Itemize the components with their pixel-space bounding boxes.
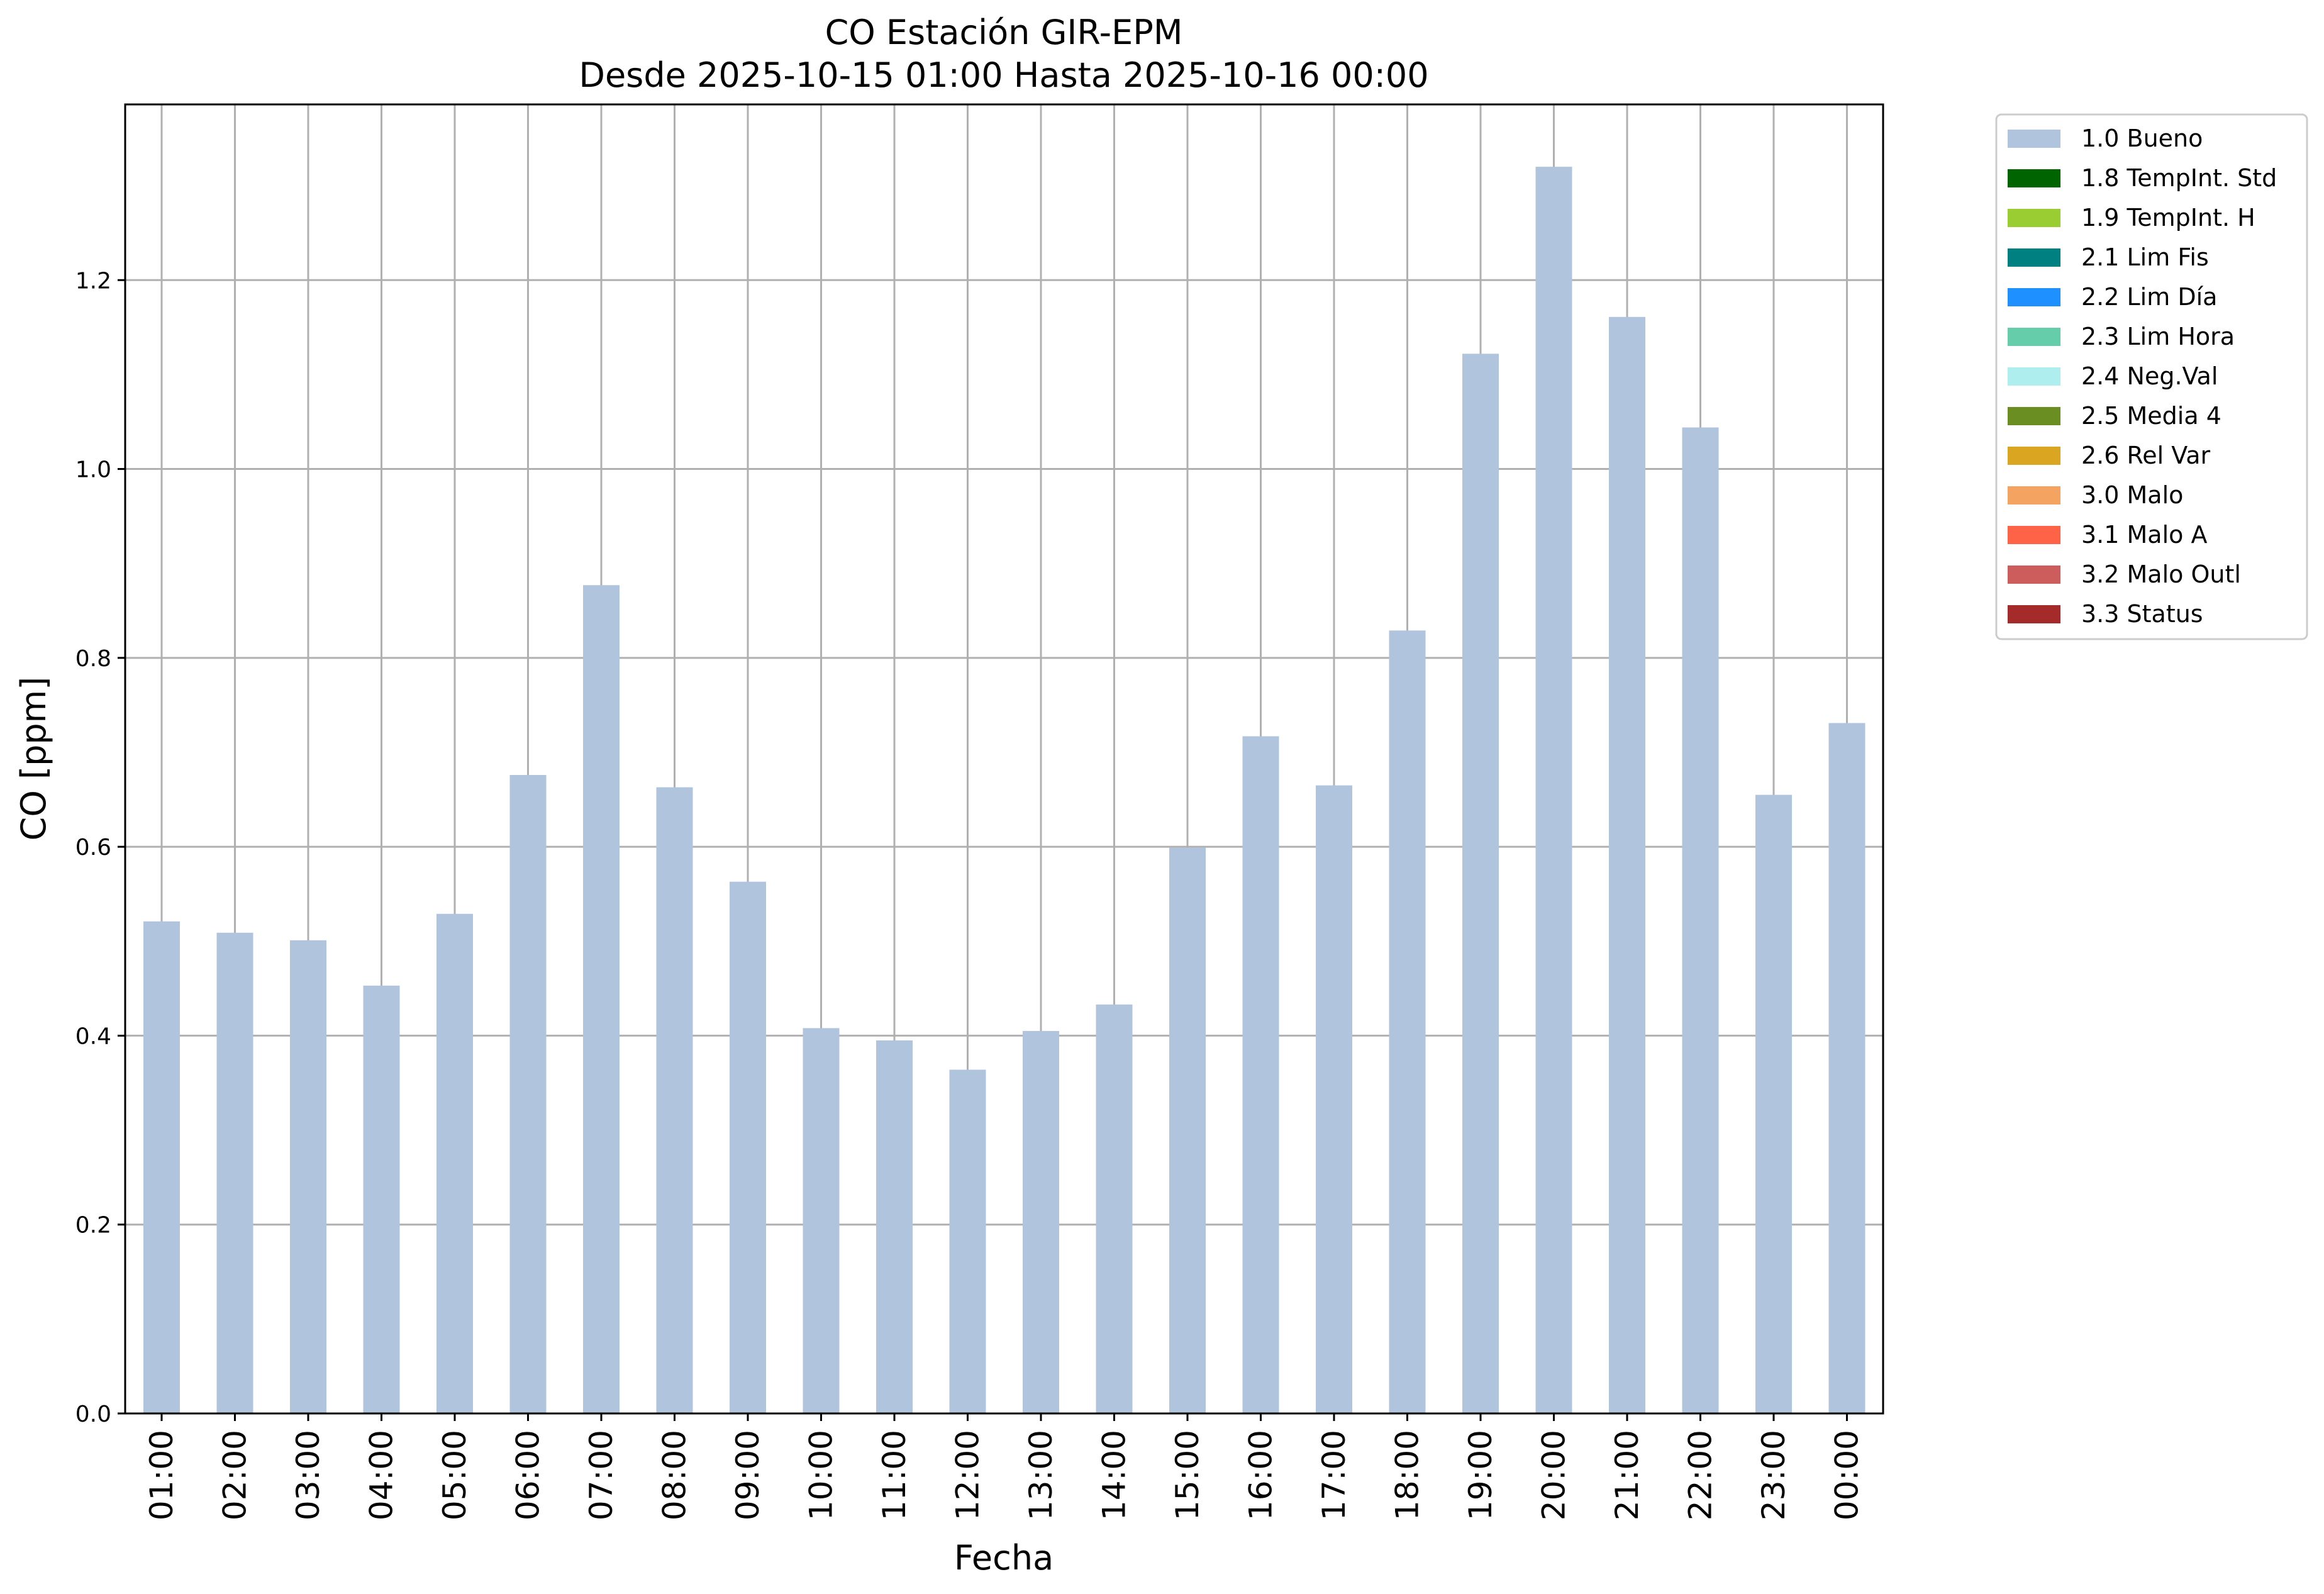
- x-tick-label: 18:00: [1389, 1430, 1426, 1520]
- y-tick-label: 0.0: [75, 1402, 111, 1427]
- y-axis-label: CO [ppm]: [14, 677, 53, 841]
- legend-label: 1.0 Bueno: [2081, 125, 2203, 152]
- x-tick-label: 17:00: [1316, 1430, 1352, 1520]
- bar-2200: [1682, 427, 1719, 1413]
- y-tick-label: 0.4: [75, 1023, 111, 1049]
- legend-swatch: [2008, 447, 2060, 465]
- legend-swatch: [2008, 407, 2060, 425]
- legend-swatch: [2008, 209, 2060, 227]
- legend-swatch: [2008, 367, 2060, 386]
- bar-0700: [583, 585, 620, 1413]
- y-tick-label: 0.8: [75, 646, 111, 672]
- x-axis-label: Fecha: [954, 1538, 1054, 1578]
- bar-1700: [1316, 785, 1352, 1413]
- x-tick-label: 06:00: [510, 1430, 547, 1520]
- legend-swatch: [2008, 486, 2060, 504]
- bar-0300: [290, 940, 326, 1413]
- y-tick-label: 1.0: [75, 457, 111, 483]
- x-tick-label: 00:00: [1829, 1430, 1865, 1520]
- x-tick-label: 10:00: [803, 1430, 840, 1520]
- x-tick-label: 11:00: [876, 1430, 913, 1520]
- legend-swatch: [2008, 130, 2060, 148]
- x-tick-label: 05:00: [436, 1430, 473, 1520]
- legend-label: 2.2 Lim Día: [2081, 283, 2217, 311]
- x-tick-label: 20:00: [1536, 1430, 1572, 1520]
- y-tick-label: 0.2: [75, 1213, 111, 1239]
- bar-2000: [1535, 167, 1572, 1414]
- chart-title: CO Estación GIR-EPM: [825, 13, 1183, 52]
- legend-label: 2.6 Rel Var: [2081, 442, 2211, 469]
- x-tick-label: 15:00: [1169, 1430, 1206, 1520]
- legend-label: 2.5 Media 4: [2081, 402, 2221, 430]
- bar-0000: [1828, 723, 1865, 1413]
- bar-1500: [1169, 847, 1206, 1413]
- x-axis-ticks: 01:00 02:00 03:00 04:00 05:00 06:00 07:00 08:00…: [143, 1413, 1865, 1520]
- legend-label: 2.3 Lim Hora: [2081, 323, 2235, 350]
- legend-label: 3.2 Malo Outl: [2081, 560, 2241, 588]
- x-tick-label: 13:00: [1023, 1430, 1059, 1520]
- x-tick-label: 09:00: [730, 1430, 766, 1520]
- bar-0600: [509, 775, 547, 1413]
- legend-swatch: [2008, 566, 2060, 584]
- y-axis-ticks: 0.0 0.2 0.4 0.6 0.8 1.0 1.2: [75, 268, 125, 1427]
- x-tick-label: 16:00: [1243, 1430, 1279, 1520]
- bar-1100: [876, 1040, 913, 1413]
- x-tick-label: 02:00: [217, 1430, 253, 1520]
- bar-0800: [656, 787, 693, 1413]
- bar-0200: [216, 932, 253, 1413]
- x-tick-label: 07:00: [583, 1430, 620, 1520]
- bar-1200: [949, 1069, 986, 1413]
- bar-2300: [1755, 794, 1792, 1413]
- bar-1400: [1096, 1004, 1133, 1413]
- bar-0400: [363, 985, 400, 1413]
- y-tick-label: 1.2: [75, 268, 111, 294]
- bar-1300: [1023, 1030, 1059, 1413]
- legend-entries: 1.0 Bueno 1.8 TempInt. Std 1.9 TempInt. H 2…: [2008, 125, 2277, 628]
- bar-2100: [1609, 316, 1645, 1413]
- x-tick-label: 22:00: [1682, 1430, 1719, 1520]
- bar-0900: [730, 881, 766, 1413]
- legend-swatch: [2008, 328, 2060, 346]
- x-tick-label: 23:00: [1755, 1430, 1792, 1520]
- plot-frame: [124, 103, 1884, 1415]
- bar-1000: [803, 1028, 840, 1413]
- x-tick-label: 14:00: [1096, 1430, 1133, 1520]
- legend-label: 3.0 Malo: [2081, 481, 2183, 509]
- legend-label: 1.9 TempInt. H: [2081, 204, 2255, 231]
- x-tick-label: 12:00: [950, 1430, 986, 1520]
- chart-subtitle: Desde 2025-10-15 01:00 Hasta 2025-10-16 …: [579, 55, 1428, 95]
- legend-label: 1.8 TempInt. Std: [2081, 164, 2277, 192]
- legend-swatch: [2008, 605, 2060, 623]
- x-tick-label: 19:00: [1462, 1430, 1499, 1520]
- legend-swatch: [2008, 288, 2060, 306]
- legend: 1.0 Bueno 1.8 TempInt. Std 1.9 TempInt. H 2…: [1995, 113, 2308, 640]
- legend-swatch: [2008, 526, 2060, 544]
- x-tick-label: 01:00: [143, 1430, 180, 1520]
- bar-1600: [1242, 736, 1279, 1413]
- bar-1800: [1389, 630, 1426, 1414]
- legend-label: 3.3 Status: [2081, 600, 2203, 628]
- legend-swatch: [2008, 169, 2060, 187]
- bar-0100: [143, 921, 180, 1413]
- y-tick-label: 0.6: [75, 835, 111, 861]
- bar-1900: [1462, 354, 1499, 1413]
- legend-box: [1995, 113, 2308, 640]
- bars: [143, 167, 1865, 1414]
- legend-label: 2.4 Neg.Val: [2081, 362, 2218, 390]
- legend-label: 2.1 Lim Fis: [2081, 243, 2209, 271]
- x-tick-label: 04:00: [364, 1430, 400, 1520]
- bar-0500: [436, 913, 473, 1413]
- x-tick-label: 21:00: [1609, 1430, 1645, 1520]
- x-tick-label: 03:00: [290, 1430, 326, 1520]
- legend-label: 3.1 Malo A: [2081, 521, 2207, 549]
- legend-swatch: [2008, 248, 2060, 267]
- x-tick-label: 08:00: [657, 1430, 693, 1520]
